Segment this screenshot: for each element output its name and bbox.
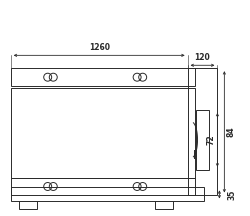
Bar	[11, 88, 194, 178]
Bar	[11, 68, 194, 86]
Bar	[188, 68, 218, 195]
Text: 1260: 1260	[89, 43, 110, 52]
Bar	[19, 201, 36, 209]
Text: 35: 35	[227, 189, 236, 200]
Bar	[11, 178, 194, 195]
Bar	[11, 187, 204, 201]
Text: 120: 120	[194, 53, 210, 62]
Bar	[155, 201, 173, 209]
Text: 72: 72	[206, 135, 216, 145]
Bar	[196, 110, 209, 170]
Text: 84: 84	[226, 127, 235, 137]
